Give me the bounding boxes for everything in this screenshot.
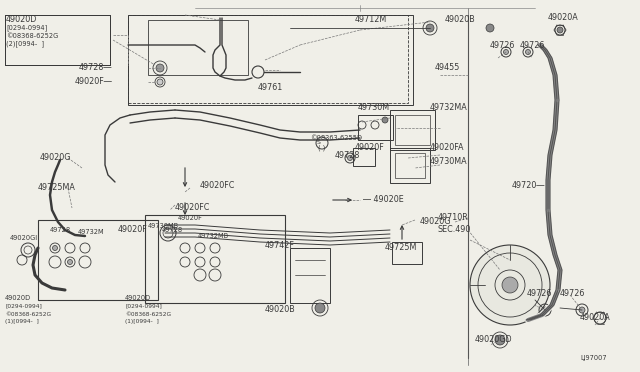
- Bar: [5, 15, 110, 65]
- Text: 49020B: 49020B: [265, 305, 296, 314]
- Circle shape: [495, 335, 505, 345]
- Circle shape: [348, 155, 353, 160]
- Bar: [290, 248, 330, 303]
- Circle shape: [470, 245, 550, 325]
- Bar: [358, 115, 393, 140]
- Text: 49020A: 49020A: [548, 13, 579, 22]
- Text: 49020F: 49020F: [178, 215, 203, 221]
- Bar: [145, 215, 285, 303]
- Text: S: S: [317, 141, 321, 145]
- Text: (1)[0994-  ]: (1)[0994- ]: [125, 320, 159, 324]
- Text: [0294-0994]: [0294-0994]: [125, 304, 162, 308]
- Circle shape: [315, 303, 325, 313]
- Text: 49020D: 49020D: [125, 295, 151, 301]
- Text: (1)[0994-  ]: (1)[0994- ]: [5, 320, 39, 324]
- Bar: [392, 242, 422, 264]
- Text: 49730MA: 49730MA: [430, 157, 468, 167]
- Text: 49020GI: 49020GI: [10, 235, 38, 241]
- Text: 49020D: 49020D: [6, 16, 37, 25]
- Text: ©08368-6252G: ©08368-6252G: [5, 311, 51, 317]
- Circle shape: [157, 79, 163, 85]
- Circle shape: [67, 260, 72, 264]
- Circle shape: [504, 49, 509, 55]
- Text: 49020F―: 49020F―: [74, 77, 112, 86]
- Text: 49020G: 49020G: [40, 153, 72, 161]
- Text: 49712M: 49712M: [355, 16, 387, 25]
- Text: 49020FA: 49020FA: [430, 144, 465, 153]
- Text: 49020D: 49020D: [5, 295, 31, 301]
- Text: 49726: 49726: [560, 289, 586, 298]
- Text: 49020B: 49020B: [445, 16, 476, 25]
- Text: 49020F: 49020F: [355, 144, 385, 153]
- Text: 49728: 49728: [335, 151, 360, 160]
- Text: LJ97007: LJ97007: [580, 355, 607, 361]
- Text: 49732M: 49732M: [78, 229, 104, 235]
- Text: 49020FC: 49020FC: [200, 180, 236, 189]
- Circle shape: [557, 27, 563, 33]
- Text: ©08368-6252G: ©08368-6252G: [125, 311, 171, 317]
- Text: 49020F: 49020F: [118, 225, 148, 234]
- Bar: [38, 220, 158, 300]
- Circle shape: [542, 307, 548, 313]
- Circle shape: [579, 307, 585, 313]
- Circle shape: [525, 49, 531, 55]
- Text: 49726: 49726: [490, 42, 515, 51]
- Bar: [5, 15, 110, 65]
- Text: ©08363-6255D: ©08363-6255D: [310, 135, 362, 141]
- Text: 49726: 49726: [520, 42, 545, 51]
- Text: 49020FC: 49020FC: [175, 203, 211, 212]
- Text: 49725MA: 49725MA: [38, 183, 76, 192]
- Text: 49730MB: 49730MB: [148, 223, 179, 229]
- Bar: [148, 20, 248, 75]
- Bar: [128, 15, 413, 105]
- Text: 49730M: 49730M: [358, 103, 390, 112]
- Bar: [128, 15, 408, 103]
- Circle shape: [52, 246, 58, 250]
- Text: 49725M: 49725M: [385, 244, 417, 253]
- Bar: [395, 153, 425, 178]
- Circle shape: [156, 64, 164, 72]
- Circle shape: [502, 277, 518, 293]
- Bar: [395, 115, 430, 145]
- Text: ©08368-6252G: ©08368-6252G: [6, 33, 58, 39]
- Text: 49732MB: 49732MB: [198, 233, 229, 239]
- Bar: [390, 148, 430, 183]
- Text: (2)[0994-  ]: (2)[0994- ]: [6, 41, 44, 47]
- Text: ( ): ( ): [318, 145, 325, 151]
- Text: 49732MA: 49732MA: [430, 103, 468, 112]
- Text: 49726: 49726: [527, 289, 552, 298]
- Bar: [390, 110, 435, 150]
- Circle shape: [382, 117, 388, 123]
- Text: 49728: 49728: [162, 227, 183, 233]
- Text: 49720―: 49720―: [511, 180, 545, 189]
- Text: 49020G: 49020G: [420, 218, 451, 227]
- Text: 49710R: 49710R: [438, 214, 468, 222]
- Circle shape: [486, 24, 494, 32]
- Text: [0294-0994]: [0294-0994]: [6, 25, 47, 31]
- Text: [0294-0994]: [0294-0994]: [5, 304, 42, 308]
- Text: 49728: 49728: [50, 227, 71, 233]
- Text: ― 49020E: ― 49020E: [363, 196, 404, 205]
- Text: 49761: 49761: [258, 83, 284, 93]
- Bar: [353, 148, 375, 166]
- Text: 49742F: 49742F: [265, 241, 295, 250]
- Text: 49020GD: 49020GD: [475, 336, 513, 344]
- Text: SEC.490: SEC.490: [438, 225, 472, 234]
- Text: 49455: 49455: [435, 64, 460, 73]
- Text: 49728―: 49728―: [79, 62, 112, 71]
- Text: 49020A: 49020A: [580, 314, 611, 323]
- Circle shape: [426, 24, 434, 32]
